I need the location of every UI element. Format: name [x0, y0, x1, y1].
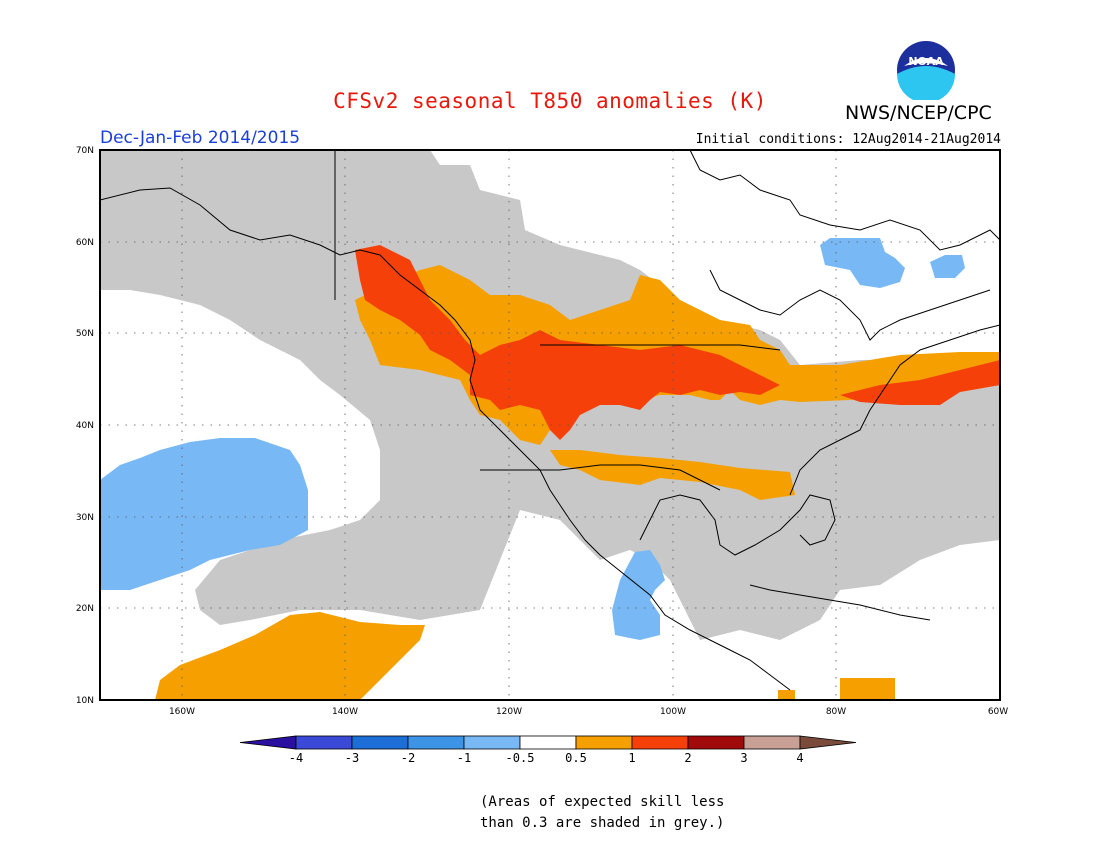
moderate-positive-areas — [355, 245, 1000, 440]
chart-title: CFSv2 seasonal T850 anomalies (K) — [333, 89, 767, 113]
lon-tick-80w: 80W — [826, 707, 846, 717]
lat-tick-10n: 10N — [76, 696, 94, 706]
anomaly-map: 70N 60N 50N 40N 30N 20N 10N 160W 140W 12… — [76, 146, 1008, 717]
legend-swatch-2 — [351, 735, 409, 750]
lon-tick-140w: 140W — [332, 707, 358, 717]
season-label: Dec-Jan-Feb 2014/2015 — [100, 128, 301, 148]
coastlines — [100, 150, 1000, 691]
initial-conditions-label: Initial conditions: 12Aug2014-21Aug2014 — [695, 132, 1001, 147]
lat-tick-70n: 70N — [76, 146, 94, 156]
lat-tick-60n: 60N — [76, 238, 94, 248]
legend-swatch-9 — [743, 735, 801, 750]
legend-label: 4 — [796, 751, 803, 765]
lon-tick-100w: 100W — [660, 707, 686, 717]
agency-label: NWS/NCEP/CPC — [845, 102, 992, 124]
legend-swatch-5 — [519, 735, 577, 750]
color-scale-legend: -4 -3 -2 -1 -0.5 0.5 1 2 3 4 — [239, 735, 857, 765]
legend-label: 0.5 — [565, 751, 587, 765]
legend-swatch-4 — [463, 735, 521, 750]
legend-label: -2 — [401, 751, 415, 765]
lat-tick-50n: 50N — [76, 329, 94, 339]
map-frame — [99, 149, 1001, 701]
legend-swatch-3 — [407, 735, 465, 750]
legend-label: -4 — [289, 751, 303, 765]
svg-text:NOAA: NOAA — [908, 55, 944, 68]
legend-swatch-6 — [575, 735, 633, 750]
skill-footnote: (Areas of expected skill less than 0.3 a… — [480, 792, 724, 834]
lat-tick-30n: 30N — [76, 513, 94, 523]
legend-swatch-10 — [799, 735, 857, 750]
lon-tick-120w: 120W — [496, 707, 522, 717]
legend-swatch-7 — [631, 735, 689, 750]
footnote-line-2: than 0.3 are shaded in grey.) — [480, 815, 725, 831]
legend-label: -3 — [345, 751, 359, 765]
legend-label: -0.5 — [506, 751, 535, 765]
legend-swatch-0 — [239, 735, 297, 750]
legend-label: -1 — [457, 751, 471, 765]
legend-swatch-1 — [295, 735, 353, 750]
lat-tick-40n: 40N — [76, 421, 94, 431]
lat-tick-20n: 20N — [76, 604, 94, 614]
lon-tick-60w: 60W — [988, 707, 1008, 717]
legend-label: 2 — [684, 751, 691, 765]
footnote-line-1: (Areas of expected skill less — [480, 794, 725, 810]
legend-swatch-8 — [687, 735, 745, 750]
lon-tick-160w: 160W — [169, 707, 195, 717]
noaa-logo: NOAA — [897, 41, 955, 100]
negative-anomaly-areas — [100, 238, 965, 640]
legend-label: 1 — [628, 751, 635, 765]
legend-label: 3 — [740, 751, 747, 765]
